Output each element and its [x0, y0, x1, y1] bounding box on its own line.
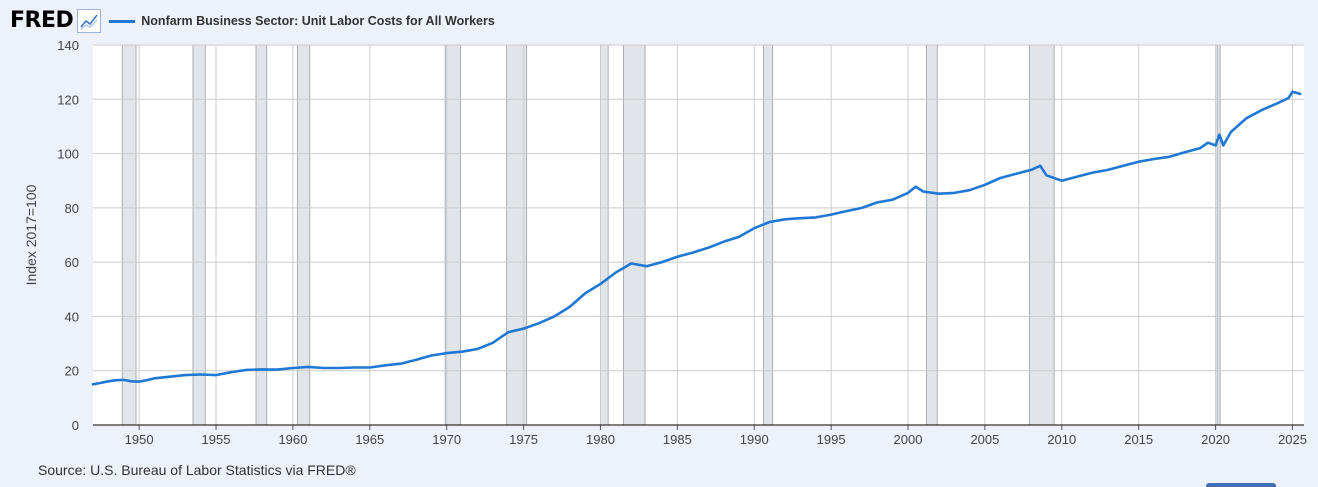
x-tick-label: 2000	[894, 432, 923, 447]
x-tick-label: 1960	[278, 432, 307, 447]
legend-label: Nonfarm Business Sector: Unit Labor Cost…	[141, 14, 495, 28]
recession-band	[763, 44, 774, 426]
y-tick-label: 120	[57, 92, 79, 107]
x-tick-label: 1985	[663, 432, 692, 447]
x-tick-label: 2010	[1047, 432, 1076, 447]
x-tick-label: 1975	[509, 432, 538, 447]
chart-header: FRED Nonfarm Business Sector: Unit Labor…	[10, 7, 495, 35]
x-tick-label: 1955	[202, 432, 231, 447]
recession-band	[1029, 44, 1055, 426]
x-tick-label: 2020	[1201, 432, 1230, 447]
x-tick-label: 1950	[125, 432, 154, 447]
recession-band	[600, 44, 609, 426]
y-tick-label: 0	[72, 418, 79, 433]
x-tick-label: 2015	[1124, 432, 1153, 447]
recession-band	[444, 44, 461, 426]
plot-area	[93, 45, 1304, 425]
y-tick-label: 60	[65, 255, 79, 270]
y-axis-label: Index 2017=100	[23, 184, 39, 285]
x-tick-label: 1980	[586, 432, 615, 447]
x-tick-label: 1970	[432, 432, 461, 447]
legend-entry[interactable]: Nonfarm Business Sector: Unit Labor Cost…	[109, 14, 495, 28]
legend-swatch	[109, 19, 136, 23]
source-note: Source: U.S. Bureau of Labor Statistics …	[38, 462, 356, 478]
y-tick-label: 20	[65, 364, 79, 379]
fred-logo[interactable]: FRED	[10, 8, 74, 33]
y-tick-label: 140	[57, 38, 79, 53]
line-chart-icon	[77, 9, 102, 33]
x-tick-label: 2005	[970, 432, 999, 447]
recession-band	[255, 44, 268, 426]
line-chart: 0 20 40 60 80 100 120 140 1950 1955 1960 1965 1970 19…	[23, 38, 1307, 447]
y-tick-label: 40	[65, 309, 79, 324]
y-tick-label: 80	[65, 201, 79, 216]
recession-band	[926, 44, 938, 426]
corner-tab[interactable]	[1206, 483, 1276, 487]
x-tick-label: 1965	[355, 432, 384, 447]
x-tick-label: 1995	[817, 432, 846, 447]
recession-band	[121, 44, 137, 426]
recession-band	[623, 44, 646, 426]
series-line	[91, 90, 1302, 386]
recession-band	[192, 44, 206, 426]
x-tick-label: 1990	[740, 432, 769, 447]
x-tick-label: 2025	[1278, 432, 1307, 447]
recession-band	[1216, 44, 1221, 426]
y-tick-label: 100	[57, 147, 79, 162]
